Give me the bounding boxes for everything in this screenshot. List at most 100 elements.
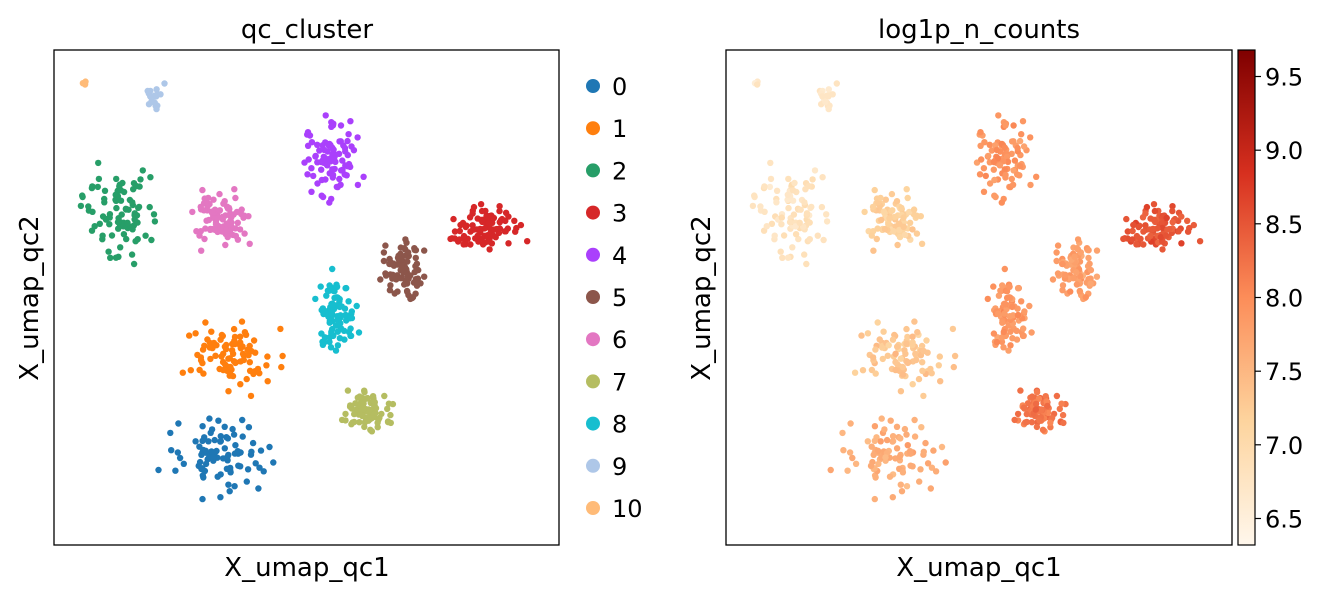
counts-point [1053,257,1060,265]
counts-point [801,251,808,258]
counts-point [898,204,905,212]
counts-point [871,423,879,430]
cluster-point [332,158,339,165]
counts-point [808,203,815,211]
counts-point [1014,410,1022,418]
counts-point [1020,325,1027,332]
cluster-point [486,224,493,232]
cluster-point [238,206,245,213]
counts-point [1123,215,1130,223]
cluster-point [228,214,235,221]
counts-point [823,218,831,225]
cluster-point [344,387,352,394]
counts-point [1053,392,1061,400]
cluster-point [216,207,224,214]
counts-point [892,366,899,374]
counts-point [757,203,764,210]
legend-label-7: 7 [612,368,627,396]
counts-point [896,233,904,241]
cluster-point [496,219,503,226]
cluster-point [385,400,393,407]
counts-point [911,318,918,325]
counts-point [767,159,774,167]
cluster-point [387,411,394,419]
counts-point [882,196,889,203]
counts-point [773,187,781,194]
counts-point [1009,181,1017,188]
counts-point [1053,249,1060,256]
counts-point [885,221,892,228]
cluster-point [257,447,265,454]
counts-point [894,241,901,249]
cluster-point [324,162,331,169]
counts-point [881,225,888,233]
counts-point [749,202,757,210]
counts-point [1039,426,1047,433]
cluster-point [319,193,327,201]
counts-point [900,223,907,230]
counts-point [825,105,832,113]
counts-point [1018,131,1025,138]
cluster-point [486,246,493,253]
cluster-point [327,344,335,351]
cluster-point [329,301,336,308]
counts-point [906,208,913,216]
cluster-point [134,236,141,243]
counts-point [923,337,930,344]
counts-point [986,180,994,187]
cluster-point [217,228,225,235]
colorbar-tick-label: 8.0 [1265,285,1303,313]
counts-point [903,340,910,347]
counts-point [803,260,810,268]
cluster-point [361,389,368,396]
counts-point [1163,214,1170,222]
counts-point [911,416,918,424]
cluster-point [250,337,258,344]
cluster-point [263,362,270,369]
cluster-point [200,474,207,481]
counts-point [777,248,784,255]
cluster-point [224,453,231,460]
cluster-point [214,215,221,222]
cluster-point [333,283,341,290]
counts-point [806,236,813,243]
counts-plot-title: log1p_n_counts [878,15,1080,45]
cluster-point [248,347,255,355]
counts-point [949,325,957,333]
counts-point [1190,221,1198,229]
counts-point [899,371,907,378]
counts-point [950,363,957,371]
counts-point [918,240,926,247]
counts-point [1150,201,1158,208]
cluster-point [237,463,244,470]
counts-point [1028,419,1036,426]
cluster-point [382,242,389,249]
cluster-point [334,328,341,335]
cluster-point [340,327,348,334]
cluster-point [192,438,199,445]
cluster-point [207,355,214,363]
cluster-point [147,93,154,100]
counts-point [897,388,905,395]
cluster-point [225,204,233,212]
counts-point [990,330,998,337]
legend-label-8: 8 [612,411,627,439]
counts-point [1060,419,1067,427]
counts-point [999,282,1006,289]
cluster-point [511,217,518,224]
cluster-point [466,214,474,221]
counts-point [886,215,893,222]
cluster-point [151,218,159,225]
cluster-point [328,328,335,336]
counts-point [1076,287,1084,295]
cluster-point [356,419,363,426]
legend-marker-2 [586,163,600,178]
cluster-point [322,310,329,317]
cluster-point [348,143,355,150]
legend-label-5: 5 [612,284,627,312]
cluster-point [232,442,239,449]
counts-point [977,142,984,149]
counts-point [779,254,786,261]
counts-point [1009,335,1016,342]
counts-point [778,221,785,228]
